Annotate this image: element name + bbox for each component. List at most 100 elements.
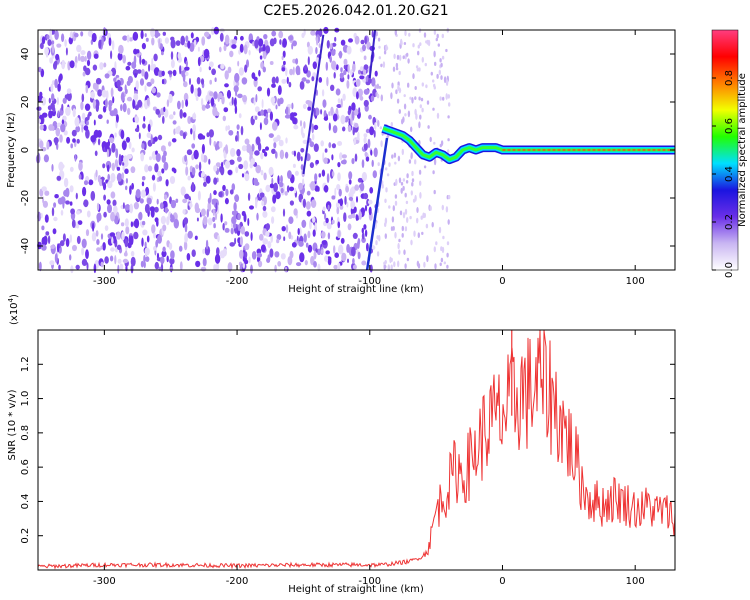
heat-cell — [209, 61, 214, 68]
heat-cell — [202, 216, 208, 226]
heat-cell — [435, 241, 438, 246]
heat-cell — [81, 93, 85, 103]
heat-cell — [414, 86, 417, 90]
heat-cell — [70, 143, 73, 149]
heat-cell — [295, 65, 301, 76]
heat-cell — [115, 247, 118, 253]
heat-cell — [197, 190, 201, 201]
heat-cell — [336, 206, 340, 215]
heat-cell — [296, 151, 301, 162]
heat-cell — [342, 93, 346, 102]
heat-cell — [115, 148, 119, 159]
heat-cell — [338, 50, 343, 59]
heat-cell — [117, 52, 123, 61]
heat-cell — [288, 35, 294, 41]
heat-cell — [36, 106, 42, 111]
heat-cell — [440, 62, 443, 68]
heat-cell — [270, 206, 276, 213]
heat-cell — [409, 215, 412, 220]
heat-cell — [229, 242, 235, 247]
heat-cell — [144, 247, 150, 256]
heat-cell — [201, 104, 206, 111]
heat-cell — [64, 39, 67, 47]
heat-cell — [191, 181, 195, 191]
heat-cell — [154, 163, 159, 173]
heat-cell — [188, 202, 193, 208]
heat-cell — [126, 96, 133, 102]
heat-cell — [233, 202, 237, 212]
heat-cell — [179, 65, 182, 75]
heat-cell — [106, 164, 110, 172]
heat-cell — [357, 240, 360, 249]
heat-cell — [240, 35, 244, 41]
heat-cell — [114, 159, 118, 167]
heat-cell — [441, 55, 445, 60]
heat-cell — [417, 50, 420, 56]
snr-ytick-label: 1.2 — [20, 356, 31, 372]
heat-cell — [395, 67, 399, 71]
heat-cell — [255, 164, 261, 174]
heat-cell — [169, 176, 176, 184]
heat-cell — [240, 225, 245, 235]
heat-cell — [132, 99, 136, 109]
heat-cell — [160, 215, 166, 225]
heat-cell — [227, 125, 231, 131]
heat-cell — [144, 33, 147, 38]
heat-cell — [226, 89, 232, 99]
heat-cell — [57, 83, 61, 92]
heat-cell — [53, 216, 58, 222]
heat-cell — [213, 177, 218, 185]
heat-cell — [378, 56, 381, 60]
heat-cell — [191, 167, 196, 176]
heat-cell — [381, 183, 384, 189]
heat-cell — [39, 261, 42, 272]
heat-cell — [321, 231, 326, 239]
heat-cell — [330, 84, 335, 92]
heat-cell — [401, 225, 404, 232]
heat-cell — [112, 199, 117, 207]
heat-cell — [108, 37, 112, 47]
heat-cell — [127, 107, 131, 115]
heat-cell — [433, 83, 436, 88]
heat-cell — [356, 91, 359, 100]
heat-cell — [109, 137, 115, 143]
heat-cell — [361, 171, 367, 182]
heat-cell — [358, 107, 361, 114]
heat-cell — [348, 196, 354, 201]
heat-cell — [447, 115, 450, 119]
heat-cell — [58, 161, 64, 172]
heat-cell — [102, 242, 106, 251]
heat-cell — [377, 37, 381, 42]
heat-cell — [413, 230, 416, 237]
snr-xlabel: Height of straight line (km) — [288, 584, 424, 595]
heat-cell — [321, 89, 325, 97]
heat-cell — [262, 44, 266, 52]
heat-cell — [401, 148, 404, 156]
heat-cell — [397, 242, 400, 250]
heat-cell — [415, 65, 419, 69]
heat-cell — [222, 184, 226, 192]
heat-cell — [86, 262, 89, 270]
heat-cell — [270, 234, 274, 243]
heat-cell — [184, 223, 188, 233]
heat-cell — [80, 31, 84, 37]
heat-cell — [351, 246, 356, 257]
heat-cell — [317, 186, 320, 192]
heat-cell — [334, 252, 340, 258]
heat-cell — [58, 264, 61, 270]
heat-cell — [441, 204, 444, 211]
heat-cell — [200, 208, 206, 217]
heat-cell — [41, 36, 46, 45]
heat-cell — [248, 49, 251, 56]
heat-cell — [114, 132, 117, 138]
heat-cell — [138, 211, 143, 221]
heat-cell — [419, 192, 422, 199]
heat-cell — [300, 148, 305, 153]
heat-cell — [117, 86, 123, 92]
heat-cell — [150, 134, 153, 144]
heat-cell — [95, 103, 100, 112]
heat-cell — [405, 200, 409, 205]
heat-cell — [322, 99, 327, 108]
heat-cell — [110, 211, 116, 222]
heat-cell — [81, 112, 86, 120]
